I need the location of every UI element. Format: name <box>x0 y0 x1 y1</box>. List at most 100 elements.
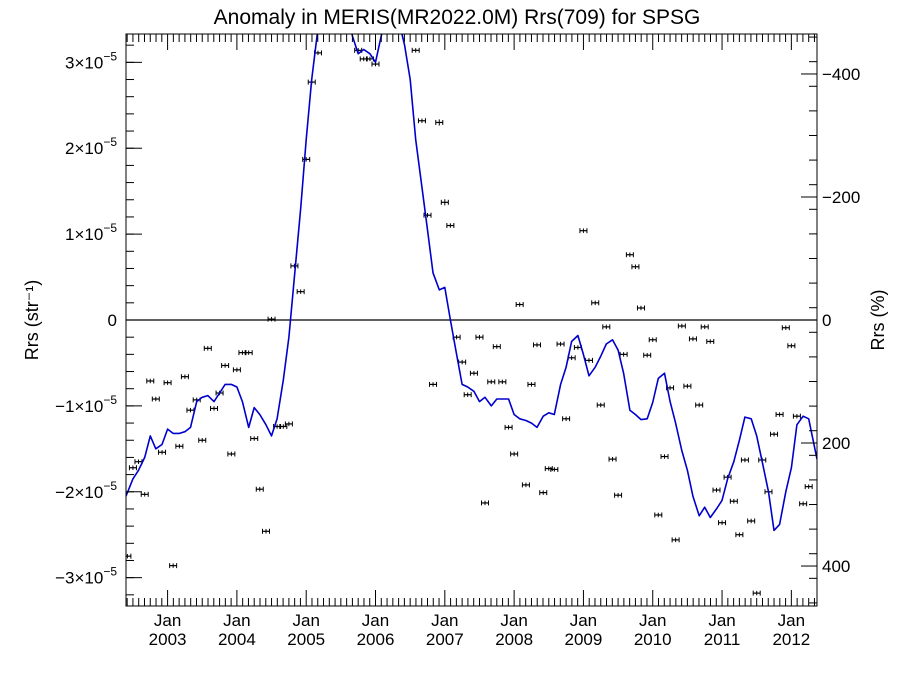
data-point <box>521 482 530 488</box>
data-point <box>498 379 507 385</box>
data-point <box>158 449 167 455</box>
data-point <box>169 563 178 569</box>
data-point <box>614 492 623 498</box>
x-tick-year: 2009 <box>565 630 603 649</box>
data-point <box>654 512 663 518</box>
data-point <box>643 352 652 358</box>
data-point <box>596 402 605 408</box>
data-point <box>718 520 727 526</box>
data-point <box>440 199 449 206</box>
x-tick-year: 2008 <box>495 630 533 649</box>
data-point <box>198 437 207 443</box>
data-point <box>203 345 212 351</box>
data-point <box>128 465 137 471</box>
y-tick-mantissa: −2×10 <box>55 483 103 502</box>
data-point <box>250 436 259 442</box>
data-point <box>210 405 219 411</box>
y-tick-mantissa: 3×10 <box>65 53 103 72</box>
y-tick-label: 1×10−5 <box>65 221 117 244</box>
data-point <box>752 590 761 596</box>
data-point <box>504 424 513 430</box>
data-point <box>175 443 184 449</box>
axes: 3×10−52×10−51×10−50−1×10−5−2×10−5−3×10−5… <box>55 33 860 649</box>
data-point <box>792 413 801 419</box>
data-point <box>262 528 271 534</box>
data-point <box>740 457 749 463</box>
data-point <box>267 316 276 322</box>
data-point <box>602 324 611 330</box>
data-point <box>284 421 293 427</box>
y-tick-mantissa: 0 <box>108 311 117 330</box>
data-point <box>255 486 264 492</box>
data-point <box>688 336 697 342</box>
data-point <box>625 252 634 258</box>
y2-tick-label: 200 <box>822 434 850 453</box>
x-tick-year: 2005 <box>287 630 325 649</box>
y-tick-exponent: −5 <box>103 221 117 235</box>
x-tick-label: Jan <box>708 611 735 630</box>
data-point <box>683 383 692 389</box>
data-point <box>126 553 132 559</box>
x-tick-label: Jan <box>639 611 666 630</box>
y-tick-label: −1×10−5 <box>55 393 117 416</box>
y-tick-label: 0 <box>108 311 117 330</box>
data-point <box>429 381 438 387</box>
data-point <box>290 263 299 269</box>
x-tick-label: Jan <box>154 611 181 630</box>
x-tick-label: Jan <box>778 611 805 630</box>
data-point <box>712 487 721 493</box>
data-point <box>631 264 640 270</box>
y-axis-right-label: Rrs (%) <box>868 290 888 351</box>
y2-tick-label: −400 <box>822 65 860 84</box>
data-point <box>515 302 524 308</box>
x-tick-label: Jan <box>292 611 319 630</box>
data-point <box>747 518 756 524</box>
x-tick-year: 2003 <box>149 630 187 649</box>
data-point <box>579 228 588 234</box>
y2-tick-label: −200 <box>822 188 860 207</box>
data-point <box>648 337 657 343</box>
data-point <box>700 324 709 330</box>
data-point <box>244 350 253 356</box>
data-point <box>636 305 645 311</box>
data-point <box>671 537 680 543</box>
chart-title: Anomaly in MERIS(MR2022.0M) Rrs(709) for… <box>214 6 701 29</box>
data-point <box>140 491 149 497</box>
series-line <box>126 34 817 532</box>
y-tick-exponent: −5 <box>103 479 117 493</box>
data-point <box>539 490 548 496</box>
y-tick-mantissa: −1×10 <box>55 397 103 416</box>
y-tick-label: 3×10−5 <box>65 49 117 72</box>
data-point <box>296 289 305 295</box>
data-point <box>221 363 230 369</box>
y-tick-mantissa: 2×10 <box>65 139 103 158</box>
data-point <box>469 370 478 376</box>
x-tick-label: Jan <box>500 611 527 630</box>
x-tick-year: 2006 <box>357 630 395 649</box>
data-point <box>695 402 704 408</box>
y-tick-exponent: −5 <box>103 135 117 149</box>
y-tick-exponent: −5 <box>103 393 117 407</box>
data-point <box>804 484 813 490</box>
data-point <box>435 119 444 126</box>
data-point <box>532 342 541 348</box>
data-point <box>227 451 236 457</box>
data-point <box>279 423 288 429</box>
data-point <box>417 118 426 124</box>
data-point <box>735 532 744 538</box>
x-tick-year: 2010 <box>634 630 672 649</box>
data-point <box>591 300 600 306</box>
data-point <box>232 367 241 373</box>
y-tick-exponent: −5 <box>103 565 117 579</box>
data-point <box>562 416 571 422</box>
data-point <box>492 344 501 350</box>
x-tick-label: Jan <box>570 611 597 630</box>
y-tick-label: −2×10−5 <box>55 479 117 502</box>
plot-area <box>126 34 817 596</box>
y-tick-label: 2×10−5 <box>65 135 117 158</box>
data-point <box>556 341 565 347</box>
x-tick-label: Jan <box>223 611 250 630</box>
data-point <box>527 381 536 387</box>
